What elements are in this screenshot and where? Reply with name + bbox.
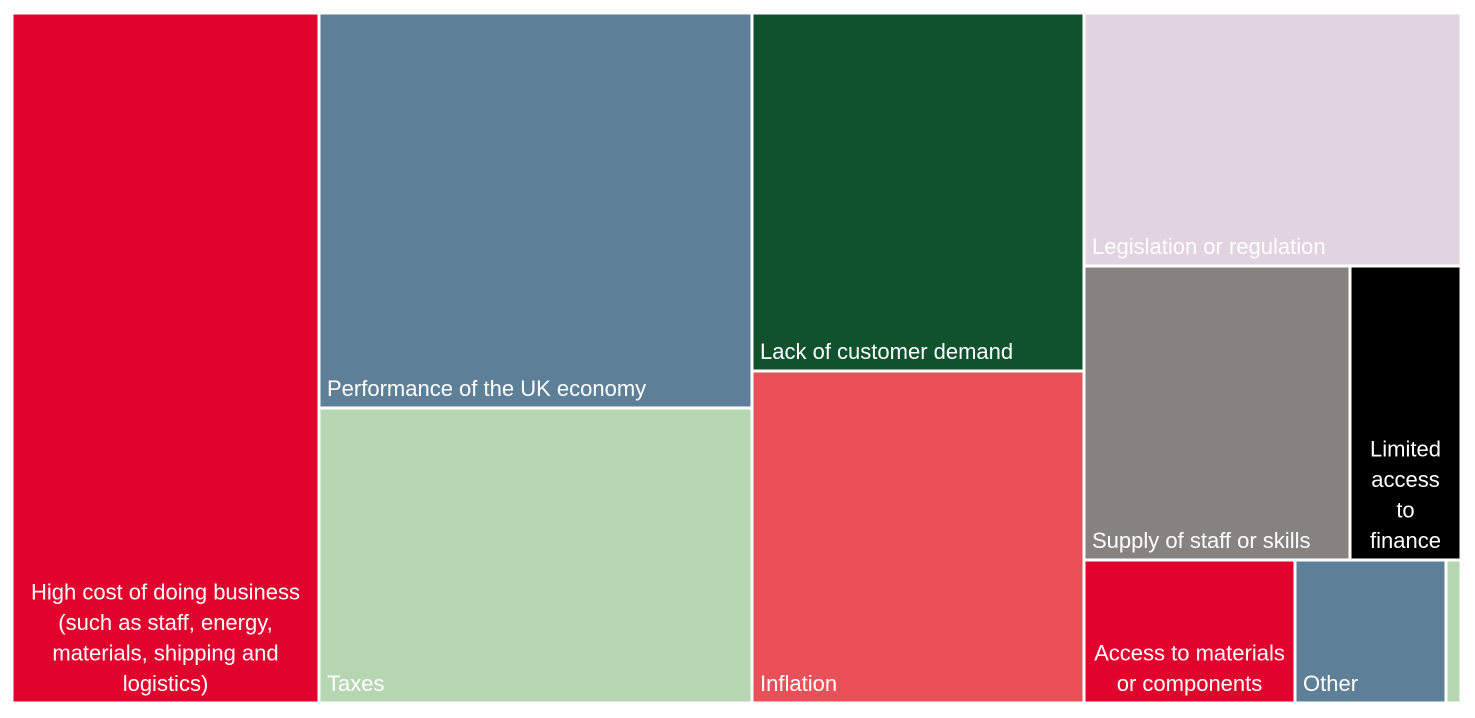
tile-performance-of-the-uk-economy: Performance of the UK economy: [317, 11, 754, 410]
tile-label-line: High cost of doing business: [31, 580, 300, 605]
tile-label-line: Access to materials: [1094, 641, 1285, 666]
tile-label-line: to: [1396, 498, 1414, 523]
tile-rect: [1348, 264, 1463, 562]
tile-label-line: Legislation or regulation: [1092, 234, 1326, 259]
tile-label: Lack of customer demand: [760, 339, 1013, 364]
tile-rect: [1444, 558, 1463, 705]
tile-limited-access-to-finance: Limited access to finance: [1348, 264, 1463, 562]
treemap-tiles: High cost of doing business (such as staf…: [10, 11, 1463, 705]
tile-label: Limited access to finance: [1370, 437, 1441, 554]
tile-label-line: access: [1371, 467, 1439, 492]
tile-supply-of-staff-or-skills: Supply of staff or skills: [1082, 264, 1352, 562]
tile-rect: [750, 369, 1086, 705]
tile-label: Supply of staff or skills: [1092, 528, 1310, 553]
tile-other: Other: [1293, 558, 1448, 705]
tile-rect: [750, 11, 1086, 373]
tile-high-cost-of-doing-business-such-as-staff-energy-materials-shipping-and-logistics: High cost of doing business (such as staf…: [10, 11, 321, 705]
tile-label: Taxes: [327, 671, 384, 696]
tile-label-line: materials, shipping and: [52, 641, 278, 666]
tile-rect: [317, 11, 754, 410]
tile-label-line: Taxes: [327, 671, 384, 696]
tile-label-line: Other: [1303, 671, 1358, 696]
tile-label: Other: [1303, 671, 1358, 696]
tile-label-line: Performance of the UK economy: [327, 376, 646, 401]
tile-rect: [1082, 264, 1352, 562]
tile-inflation: Inflation: [750, 369, 1086, 705]
tile-label: Legislation or regulation: [1092, 234, 1326, 259]
tile-label-line: or components: [1117, 671, 1263, 696]
tile-label-line: Limited: [1370, 437, 1441, 462]
tile-label-line: (such as staff, energy,: [58, 610, 272, 635]
tile-lack-of-customer-demand: Lack of customer demand: [750, 11, 1086, 373]
tile-label: Inflation: [760, 671, 837, 696]
tile-small-item: [1444, 558, 1463, 705]
tile-rect: [317, 406, 754, 705]
tile-label: Performance of the UK economy: [327, 376, 646, 401]
tile-label-line: logistics): [123, 671, 209, 696]
tile-access-to-materials-or-components: Access to materials or components: [1082, 558, 1297, 705]
tile-label-line: Supply of staff or skills: [1092, 528, 1310, 553]
tile-label-line: Lack of customer demand: [760, 339, 1013, 364]
tile-legislation-or-regulation: Legislation or regulation: [1082, 11, 1463, 268]
tile-taxes: Taxes: [317, 406, 754, 705]
tile-label: Access to materials or components: [1094, 641, 1285, 697]
tile-rect: [1293, 558, 1448, 705]
tile-label-line: Inflation: [760, 671, 837, 696]
tile-label-line: finance: [1370, 528, 1441, 553]
tile-rect: [10, 11, 321, 705]
tile-rect: [1082, 11, 1463, 268]
tile-label: High cost of doing business (such as staf…: [31, 580, 300, 697]
